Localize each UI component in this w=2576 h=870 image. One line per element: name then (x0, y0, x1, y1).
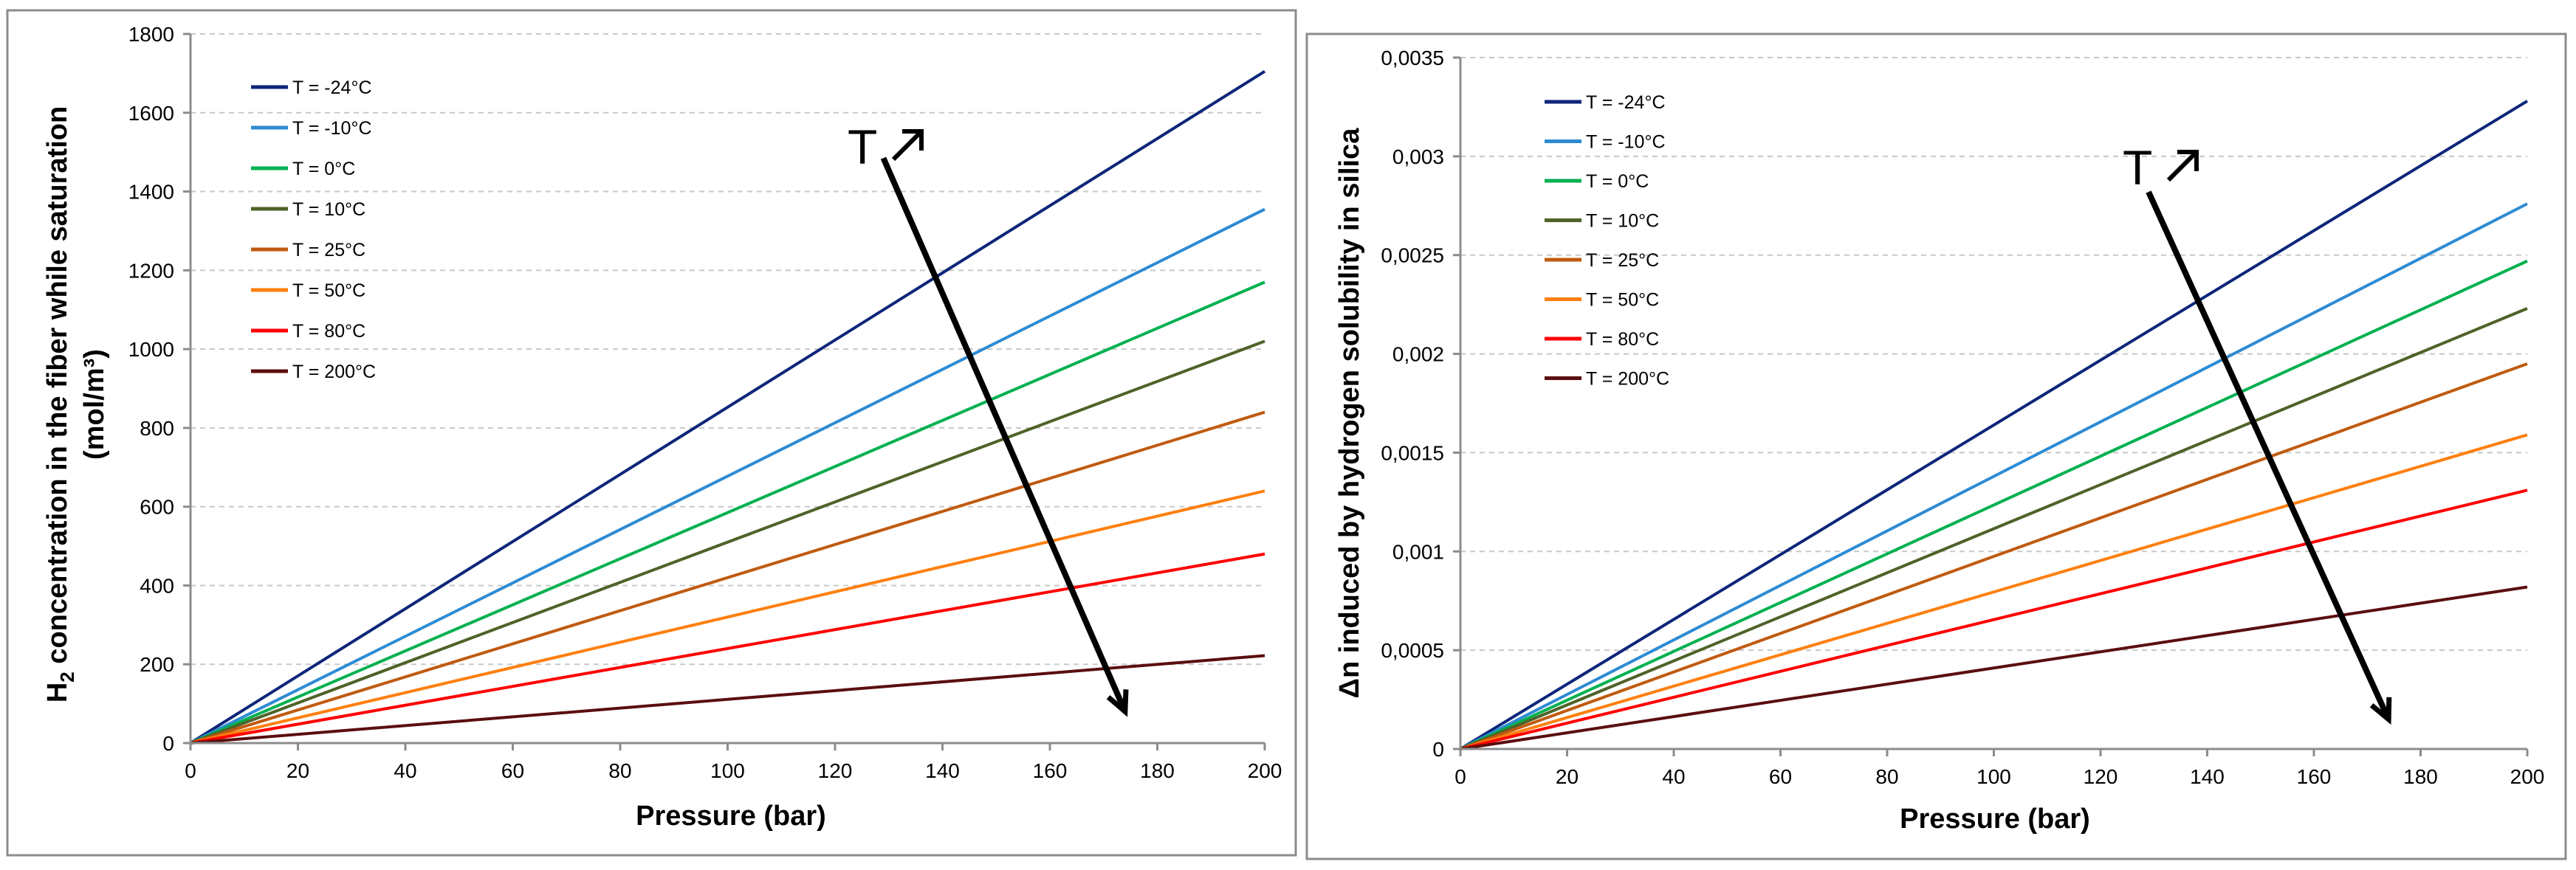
series-line (190, 280, 1265, 745)
y-axis-title: H2 concentration in the fiber while satu… (42, 106, 78, 702)
legend-label: T = 200°C (1586, 369, 1669, 390)
x-tick-label: 80 (1875, 765, 1898, 788)
legend-label: T = 25°C (1586, 250, 1659, 271)
h2-concentration-chart: 0 200 400 600 800 1000 1200 1400 1600 1800 0 20 40 60… (6, 9, 1297, 857)
y-tick-label: 0,001 (1392, 540, 1444, 563)
x-tick-label: 180 (1140, 759, 1175, 782)
x-tick-label: 140 (2190, 765, 2225, 788)
temperature-trend-arrow (2146, 190, 2392, 725)
y-tick-label: 1200 (128, 259, 174, 282)
series-line (1460, 202, 2528, 750)
x-tick-label: 80 (608, 759, 631, 782)
series-line (190, 410, 1265, 745)
x-tick-label: 200 (1248, 759, 1282, 782)
series-line (1460, 362, 2528, 750)
y-tick-label: 0,002 (1392, 343, 1444, 366)
y-tick-label: 1600 (128, 102, 174, 125)
legend-label: T = 25°C (292, 240, 365, 260)
y-tick-label: 0 (162, 732, 174, 755)
legend-label: T = 0°C (292, 159, 355, 179)
series-line (190, 654, 1265, 745)
legend-label: T = 0°C (1586, 171, 1649, 192)
series-line (1460, 259, 2528, 750)
legend-label: T = 50°C (292, 280, 365, 301)
legend-label: T = 10°C (1586, 211, 1659, 232)
y-tick-label: 1400 (128, 181, 174, 204)
legend-label: T = -24°C (292, 77, 372, 98)
y-tick-label: 0,0025 (1381, 244, 1444, 267)
legend-label: T = 10°C (292, 199, 365, 220)
y-tick-label: 0 (1432, 738, 1444, 761)
series-line (190, 339, 1265, 745)
y-tick-label: 400 (140, 574, 174, 597)
x-tick-label: 40 (394, 759, 416, 782)
x-tick-label: 40 (1662, 765, 1685, 788)
y-tick-label: 0,0035 (1381, 46, 1444, 69)
y-tick-label: 800 (140, 417, 174, 440)
y-tick-label: 1800 (128, 23, 174, 46)
series-line (1460, 307, 2528, 750)
x-tick-label: 20 (286, 759, 309, 782)
y-axis-title-units: (mol/m³) (79, 349, 110, 460)
legend-label: T = 80°C (1586, 329, 1659, 350)
x-tick-label: 20 (1556, 765, 1579, 788)
chart-frame (6, 9, 1297, 857)
temperature-label: T (2123, 140, 2152, 195)
series-line (1460, 585, 2528, 750)
series-line (190, 552, 1265, 745)
x-tick-label: 180 (2403, 765, 2438, 788)
delta-n-chart: 0 0,0005 0,001 0,0015 0,002 0,0025 0,003 0,0035… (1305, 32, 2567, 860)
legend-label: T = -10°C (1586, 132, 1666, 153)
series-line (190, 207, 1265, 745)
x-tick-label: 120 (2084, 765, 2118, 788)
y-tick-label: 0,0005 (1381, 639, 1444, 662)
x-tick-label: 200 (2510, 765, 2545, 788)
temperature-label: T (848, 120, 877, 174)
x-tick-label: 60 (1769, 765, 1792, 788)
temperature-trend-arrow (880, 156, 1129, 717)
x-tick-label: 100 (710, 759, 745, 782)
series-line (1460, 488, 2528, 750)
y-axis-title: Δn induced by hydrogen solubility in sil… (1334, 128, 1365, 699)
x-tick-label: 60 (501, 759, 524, 782)
x-tick-label: 100 (1976, 765, 2011, 788)
increase-arrow-icon (891, 129, 924, 162)
x-axis-title: Pressure (bar) (1900, 804, 2090, 835)
y-tick-label: 0,003 (1392, 145, 1444, 168)
y-tick-label: 1000 (128, 338, 174, 361)
x-tick-label: 0 (1454, 765, 1466, 788)
increase-arrow-icon (2166, 150, 2199, 182)
legend-label: T = -10°C (292, 118, 372, 139)
x-tick-label: 140 (925, 759, 960, 782)
series-line (1460, 433, 2528, 750)
legend-label: T = 80°C (292, 321, 365, 342)
x-tick-label: 120 (818, 759, 853, 782)
legend-label: T = 200°C (292, 362, 376, 382)
legend-label: T = -24°C (1586, 92, 1666, 113)
y-tick-label: 0,0015 (1381, 441, 1444, 464)
y-tick-label: 600 (140, 496, 174, 519)
x-axis-title: Pressure (bar) (636, 801, 826, 832)
x-tick-label: 160 (1033, 759, 1068, 782)
legend-label: T = 50°C (1586, 290, 1659, 311)
series-line (1459, 100, 2529, 750)
series-line (189, 70, 1266, 745)
series-line (190, 489, 1265, 745)
x-tick-label: 160 (2297, 765, 2332, 788)
x-tick-label: 0 (185, 759, 196, 782)
y-tick-label: 200 (140, 653, 174, 676)
